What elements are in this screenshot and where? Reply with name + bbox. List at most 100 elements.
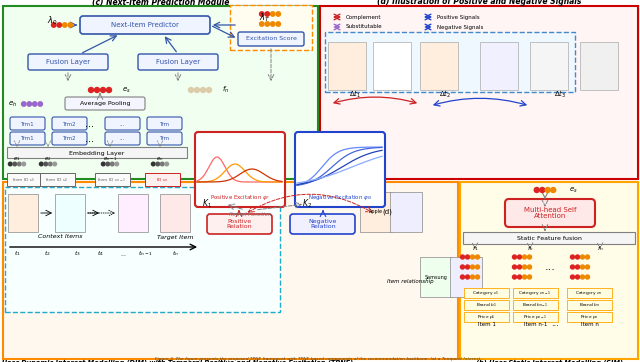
Circle shape (49, 162, 52, 166)
Text: Trm2: Trm2 (62, 122, 76, 126)
Text: (c) Next-Item Prediction Module: (c) Next-Item Prediction Module (92, 0, 229, 7)
Text: Negative
Relation: Negative Relation (309, 219, 337, 230)
Circle shape (527, 255, 531, 259)
Circle shape (8, 162, 12, 166)
Text: Trm2: Trm2 (62, 136, 76, 142)
Circle shape (44, 162, 47, 166)
Text: Trm1: Trm1 (20, 136, 34, 142)
Circle shape (461, 265, 465, 269)
Circle shape (22, 102, 26, 106)
Circle shape (265, 12, 269, 16)
Bar (530, 42, 568, 90)
Circle shape (476, 255, 479, 259)
Text: $K_1$: $K_1$ (202, 198, 212, 210)
Circle shape (68, 23, 72, 27)
Text: (b) User Static Interest Modelling (SIM): (b) User Static Interest Modelling (SIM) (476, 360, 623, 362)
Bar (373, 42, 411, 90)
FancyBboxPatch shape (105, 132, 140, 145)
Circle shape (106, 162, 109, 166)
Text: $t_n$: $t_n$ (172, 249, 179, 258)
Text: Excitation Score: Excitation Score (246, 37, 296, 42)
Circle shape (461, 275, 465, 279)
Bar (480, 42, 518, 90)
Text: $e_n$: $e_n$ (156, 155, 164, 163)
Text: ...: ... (86, 134, 95, 144)
Text: $\Delta t_1$: $\Delta t_1$ (349, 88, 361, 100)
Bar (420, 257, 452, 297)
Bar (7, 173, 42, 186)
Text: Category $c_1$: Category $c_1$ (472, 289, 500, 297)
Text: Item ID $v_1$: Item ID $v_1$ (12, 176, 36, 184)
Circle shape (586, 275, 589, 279)
Text: Item n: Item n (581, 321, 599, 327)
Text: Trm1: Trm1 (20, 122, 34, 126)
Circle shape (586, 265, 589, 269)
Circle shape (102, 162, 105, 166)
Bar (230, 5, 312, 50)
Bar (328, 42, 366, 90)
Circle shape (38, 102, 42, 106)
Circle shape (165, 162, 168, 166)
Circle shape (53, 162, 56, 166)
Bar (450, 257, 482, 297)
Text: (d) Illustration of Positive and Negative Signals: (d) Illustration of Positive and Negativ… (377, 0, 581, 7)
Circle shape (476, 275, 479, 279)
Text: Category $c_n$: Category $c_n$ (575, 289, 603, 297)
Circle shape (152, 162, 155, 166)
FancyBboxPatch shape (195, 132, 285, 207)
Text: Context Items: Context Items (38, 235, 83, 240)
Text: Next-item Predictor: Next-item Predictor (111, 22, 179, 28)
Bar (390, 192, 422, 232)
Circle shape (271, 12, 275, 16)
FancyBboxPatch shape (52, 117, 87, 130)
Circle shape (522, 275, 527, 279)
Text: Category $c_{n-1}$: Category $c_{n-1}$ (518, 289, 552, 297)
Circle shape (470, 275, 474, 279)
Bar (118, 194, 148, 232)
Circle shape (57, 23, 61, 27)
Text: Embedding Layer: Embedding Layer (69, 151, 125, 156)
Text: Negative Excitation $\varphi_N$: Negative Excitation $\varphi_N$ (308, 193, 372, 202)
Bar (320, 6, 638, 179)
Circle shape (111, 162, 114, 166)
Bar (460, 182, 638, 359)
Bar (513, 300, 558, 310)
Text: $\lambda_0$: $\lambda_0$ (47, 15, 58, 27)
Circle shape (575, 255, 579, 259)
Text: $\lambda_T$: $\lambda_T$ (259, 12, 271, 24)
Circle shape (580, 255, 584, 259)
Circle shape (27, 102, 31, 106)
Text: ...: ... (545, 262, 556, 272)
Text: Brand $b_{n-1}$: Brand $b_{n-1}$ (522, 301, 548, 309)
Bar (513, 312, 558, 322)
Text: Item ID $v_2$: Item ID $v_2$ (45, 176, 69, 184)
Bar (420, 42, 458, 90)
Bar (3, 6, 318, 179)
Circle shape (522, 265, 527, 269)
Bar (567, 312, 612, 322)
Circle shape (95, 88, 99, 93)
Circle shape (207, 88, 211, 93)
Circle shape (570, 255, 575, 259)
Text: Target Item: Target Item (157, 235, 193, 240)
Circle shape (527, 275, 531, 279)
Text: Price $p_1$: Price $p_1$ (477, 313, 495, 321)
Text: ...: ... (120, 136, 125, 142)
Text: Negative Signals: Negative Signals (437, 25, 483, 29)
Bar (40, 173, 75, 186)
Circle shape (200, 88, 205, 93)
Circle shape (570, 275, 575, 279)
Circle shape (522, 255, 527, 259)
Text: Positive
Relation: Positive Relation (226, 219, 252, 230)
Text: $t_{n-1}$: $t_{n-1}$ (138, 249, 152, 258)
Bar (7, 147, 187, 158)
Circle shape (575, 265, 579, 269)
Bar (5, 187, 280, 312)
FancyBboxPatch shape (147, 117, 182, 130)
Circle shape (476, 265, 479, 269)
Circle shape (470, 255, 474, 259)
Circle shape (465, 255, 470, 259)
Text: Fusion Layer: Fusion Layer (156, 59, 200, 65)
Text: $t_1$: $t_1$ (13, 249, 20, 258)
FancyBboxPatch shape (290, 214, 355, 234)
